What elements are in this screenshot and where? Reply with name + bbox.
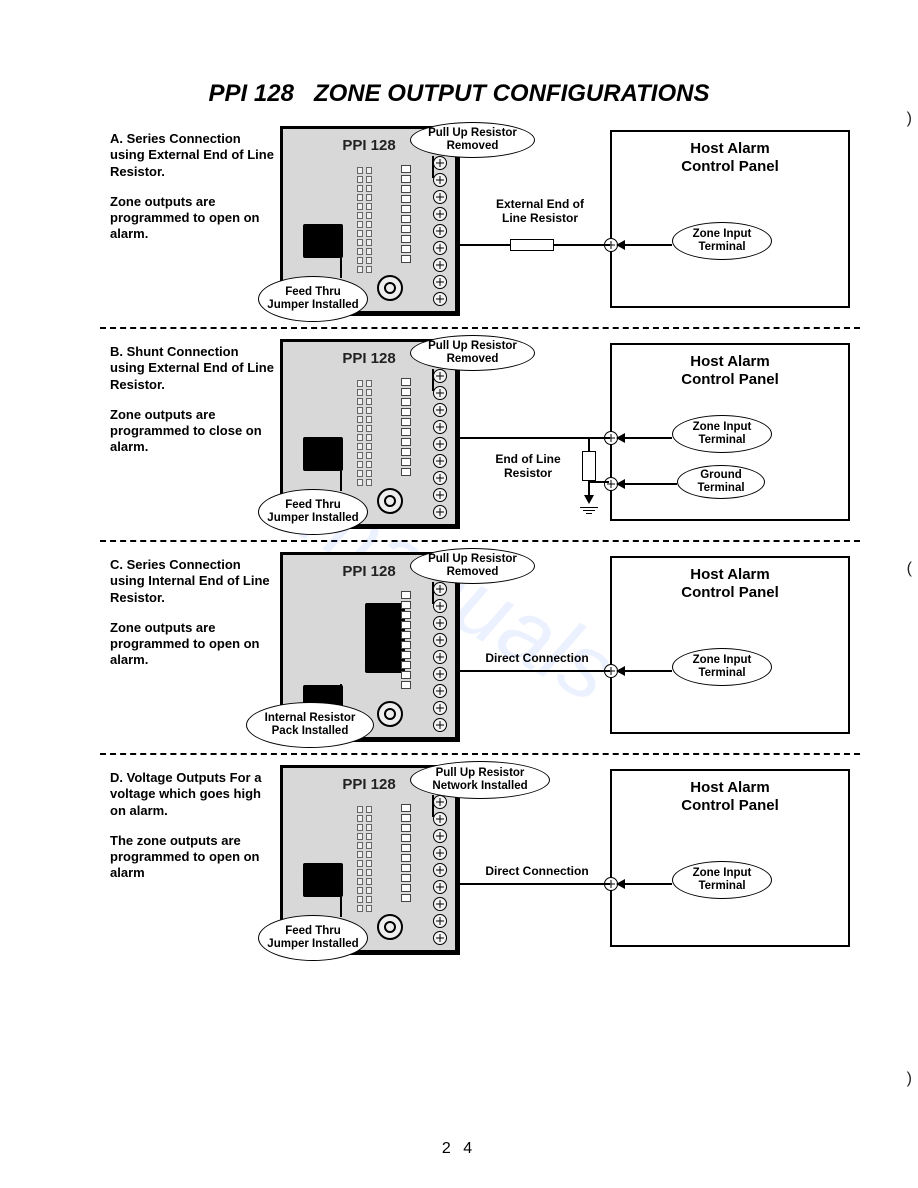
section-divider (100, 540, 860, 542)
desc-line1: C. Series Connection using Internal End … (110, 557, 275, 606)
jumper-callout: Feed Thru Jumper Installed (258, 489, 368, 535)
config-C: C. Series Connection using Internal End … (40, 552, 878, 747)
mid-label: External End of Line Resistor (485, 198, 595, 226)
config-B: B. Shunt Connection using External End o… (40, 339, 878, 534)
pullup-callout: Pull Up Resistor Removed (410, 335, 535, 371)
device-label: PPI 128 (342, 137, 395, 154)
device-label: PPI 128 (342, 563, 395, 580)
zone-input-callout: Zone Input Terminal (672, 861, 772, 899)
config-rows: A. Series Connection using External End … (40, 126, 878, 960)
desc-line2: Zone outputs are programmed to open on a… (110, 620, 275, 669)
ground-callout: Ground Terminal (677, 465, 765, 499)
host-title: Host AlarmControl Panel (612, 566, 848, 602)
desc-line2: Zone outputs are programmed to open on a… (110, 194, 275, 243)
page-number: 2 4 (442, 1140, 476, 1158)
config-description: D. Voltage Outputs For a voltage which g… (110, 770, 275, 882)
host-panel: Host AlarmControl Panel Zone Input Termin… (610, 556, 850, 734)
desc-line2: The zone outputs are programmed to open … (110, 833, 275, 882)
desc-line1: D. Voltage Outputs For a voltage which g… (110, 770, 275, 819)
zone-input-callout: Zone Input Terminal (672, 648, 772, 686)
zone-input-callout: Zone Input Terminal (672, 415, 772, 453)
device-label: PPI 128 (342, 776, 395, 793)
config-A: A. Series Connection using External End … (40, 126, 878, 321)
host-title: Host AlarmControl Panel (612, 779, 848, 815)
mid-label: Direct Connection (472, 652, 602, 666)
title-main: ZONE OUTPUT CONFIGURATIONS (314, 80, 710, 107)
mid-label: End of Line Resistor (480, 453, 576, 481)
page: manuals PPI 128 ZONE OUTPUT CONFIGURATIO… (0, 0, 918, 1188)
host-title: Host AlarmControl Panel (612, 140, 848, 176)
desc-line1: A. Series Connection using External End … (110, 131, 275, 180)
margin-mark: ( (907, 560, 912, 578)
host-panel: Host AlarmControl Panel Zone Input Termin… (610, 343, 850, 521)
zone-input-callout: Zone Input Terminal (672, 222, 772, 260)
config-description: B. Shunt Connection using External End o… (110, 344, 275, 456)
config-description: A. Series Connection using External End … (110, 131, 275, 243)
jumper-callout: Feed Thru Jumper Installed (258, 915, 368, 961)
pullup-callout: Pull Up Resistor Network Installed (410, 761, 550, 799)
desc-line2: Zone outputs are programmed to close on … (110, 407, 275, 456)
desc-line1: B. Shunt Connection using External End o… (110, 344, 275, 393)
margin-mark: ) (907, 110, 912, 128)
title-prefix: PPI 128 (209, 80, 294, 107)
host-title: Host AlarmControl Panel (612, 353, 848, 389)
device-label: PPI 128 (342, 350, 395, 367)
config-D: D. Voltage Outputs For a voltage which g… (40, 765, 878, 960)
jumper-callout: Internal Resistor Pack Installed (246, 702, 374, 748)
host-panel: Host AlarmControl Panel Zone Input Termin… (610, 769, 850, 947)
pullup-callout: Pull Up Resistor Removed (410, 548, 535, 584)
margin-mark: ) (907, 1070, 912, 1088)
jumper-callout: Feed Thru Jumper Installed (258, 276, 368, 322)
config-description: C. Series Connection using Internal End … (110, 557, 275, 669)
pullup-callout: Pull Up Resistor Removed (410, 122, 535, 158)
host-panel: Host AlarmControl Panel Zone Input Termin… (610, 130, 850, 308)
mid-label: Direct Connection (472, 865, 602, 879)
section-divider (100, 753, 860, 755)
page-title: PPI 128 ZONE OUTPUT CONFIGURATIONS (40, 80, 878, 108)
section-divider (100, 327, 860, 329)
